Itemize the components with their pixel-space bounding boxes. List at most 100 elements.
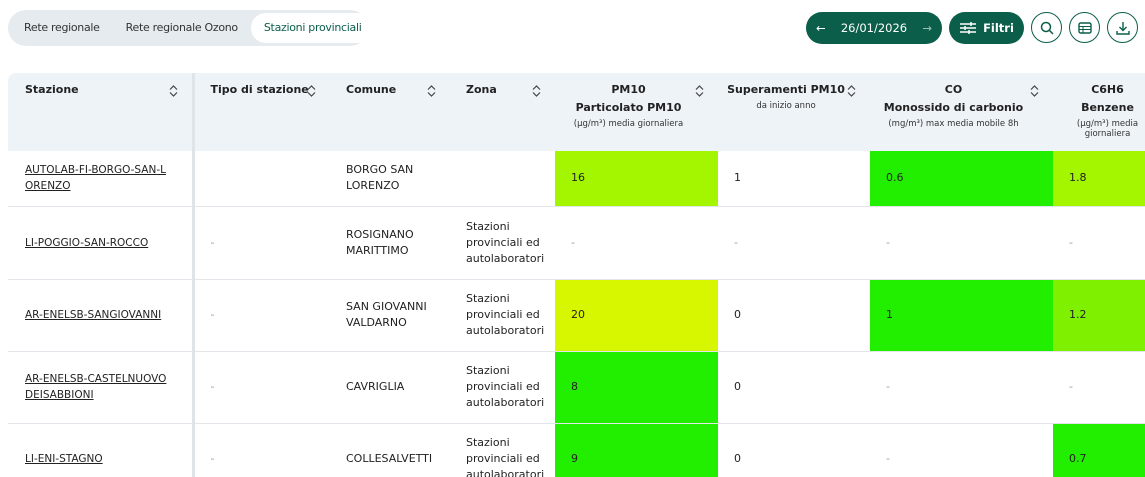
station-link[interactable]: LI-ENI-STAGNO: [25, 453, 103, 465]
filter-icon: [960, 22, 977, 34]
cell-text: Stazioni provinciali ed autolaboratori: [466, 364, 545, 409]
table-cell: 1: [718, 151, 870, 207]
prev-arrow[interactable]: ←: [816, 21, 826, 35]
station-link[interactable]: AUTOLAB-FI-BORGO-SAN-LORENZO: [25, 164, 166, 193]
table-cell: ROSIGNANO MARITTIMO: [330, 206, 450, 280]
cell-text: 8: [571, 380, 578, 393]
cell-text: -: [886, 380, 890, 393]
column-unit: (µg/m³) media giornaliera: [573, 119, 684, 129]
cell-text: 0: [734, 308, 741, 321]
table-cell: SAN GIOVANNI VALDARNO: [330, 279, 450, 352]
column-subtitle: Particolato PM10: [575, 101, 682, 114]
column-header: Tipo di stazione: [193, 73, 330, 151]
table-cell: -: [193, 351, 330, 424]
column-header: CO Monossido di carbonio (mg/m³) max media…: [870, 73, 1053, 151]
table-cell: COLLESALVETTI: [330, 423, 450, 477]
table-row: AUTOLAB-FI-BORGO-SAN-LORENZO BORGO SAN LO…: [8, 151, 1145, 207]
station-link[interactable]: LI-POGGIO-SAN-ROCCO: [25, 236, 149, 249]
tab[interactable]: Rete regionale: [24, 21, 100, 34]
table-cell: -: [870, 351, 1053, 424]
column-header: Stazione: [8, 73, 195, 151]
column-title: PM10: [611, 83, 646, 96]
table-cell: Stazioni provinciali ed autolaboratori: [450, 423, 555, 477]
table-cell: BORGO SAN LORENZO: [330, 151, 450, 207]
column-title: Stazione: [25, 83, 79, 96]
column-unit: da inizio anno: [756, 101, 816, 111]
cell-text: 0.7: [1069, 452, 1087, 465]
cell-text: 1.2: [1069, 308, 1087, 321]
table-cell: -: [1053, 206, 1145, 280]
table-row: AR-ENELSB-SANGIOVANNI - SAN GIOVANNI VALDA…: [8, 279, 1145, 352]
table-cell: 0: [718, 351, 870, 424]
cell-text: 9: [571, 452, 578, 465]
table-cell: 1.8: [1053, 151, 1145, 207]
table-body: AUTOLAB-FI-BORGO-SAN-LORENZO BORGO SAN LO…: [8, 151, 1145, 477]
table-cell: 20: [555, 279, 718, 352]
toolbar: Rete regionale Rete regionale Ozono Stazio…: [0, 0, 1145, 60]
search-button[interactable]: [1031, 12, 1062, 43]
table-cell: -: [718, 206, 870, 280]
cell-text: -: [734, 235, 738, 249]
column-title: Tipo di stazione: [210, 83, 309, 96]
table-row: LI-POGGIO-SAN-ROCCO - ROSIGNANO MARITTIMO S…: [8, 206, 1145, 280]
cell-text: -: [886, 235, 890, 249]
table-cell: 8: [555, 351, 718, 424]
sort-icon[interactable]: [169, 85, 178, 97]
cell-text: 1.8: [1069, 171, 1087, 185]
filter-button[interactable]: Filtri: [949, 12, 1024, 44]
table-cell: -: [193, 279, 330, 352]
sort-icon[interactable]: [847, 85, 856, 97]
table-cell: CAVRIGLIA: [330, 351, 450, 424]
filter-label: Filtri: [983, 21, 1014, 35]
cell-text: 0: [734, 452, 741, 465]
station-link[interactable]: AR-ENELSB-CASTELNUOVODEISABBIONI: [25, 373, 167, 401]
cell-text: Stazioni provinciali ed autolaboratori: [466, 436, 545, 477]
station-link[interactable]: AR-ENELSB-SANGIOVANNI: [25, 309, 162, 321]
download-button[interactable]: [1107, 12, 1138, 43]
cell-text: 16: [571, 171, 585, 185]
table-cell: Stazioni provinciali ed autolaboratori: [450, 206, 555, 280]
cell-text: -: [886, 452, 890, 465]
table-cell: -: [870, 423, 1053, 477]
table-cell: LI-POGGIO-SAN-ROCCO: [8, 206, 195, 280]
tab[interactable]: Stazioni provinciali: [250, 13, 375, 43]
table-cell: [193, 151, 330, 207]
data-table: Stazione Tipo di stazione Comune Zona PM10 Pa…: [8, 73, 1145, 477]
table-cell: Stazioni provinciali ed autolaboratori: [450, 351, 555, 424]
table-cell: 0: [718, 279, 870, 352]
table-cell: AR-ENELSB-CASTELNUOVODEISABBIONI: [8, 351, 195, 424]
date-picker[interactable]: ← 26/01/2026 →: [806, 12, 942, 44]
cell-text: 1: [734, 171, 741, 185]
table-cell: 0.7: [1053, 423, 1145, 477]
cell-text: -: [210, 235, 215, 249]
table-button[interactable]: [1069, 12, 1100, 43]
cell-text: -: [1069, 235, 1073, 249]
cell-text: -: [210, 452, 215, 465]
tab[interactable]: Rete regionale Ozono: [125, 21, 239, 34]
table-cell: 0: [718, 423, 870, 477]
column-title: C6H6: [1091, 83, 1124, 96]
column-subtitle: Benzene: [1081, 101, 1134, 114]
sort-icon[interactable]: [427, 85, 436, 97]
table-cell: -: [870, 206, 1053, 280]
header-row: Stazione Tipo di stazione Comune Zona PM10 Pa…: [8, 73, 1145, 151]
table-cell: AR-ENELSB-SANGIOVANNI: [8, 279, 195, 352]
table-cell: LI-ENI-STAGNO: [8, 423, 195, 477]
table-row: LI-ENI-STAGNO - COLLESALVETTI Stazioni prov…: [8, 423, 1145, 477]
next-arrow[interactable]: →: [922, 21, 932, 35]
cell-text: 0.6: [886, 171, 904, 185]
table-cell: [450, 151, 555, 207]
sort-icon[interactable]: [307, 85, 316, 97]
sort-icon[interactable]: [1030, 85, 1039, 97]
sort-icon[interactable]: [532, 85, 541, 97]
cell-text: 20: [571, 308, 585, 321]
cell-text: -: [571, 235, 575, 249]
column-subtitle: Monossido di carbonio: [883, 101, 1024, 114]
sort-icon[interactable]: [695, 85, 704, 97]
tab-group: Rete regionale Rete regionale Ozono Stazio…: [8, 10, 375, 46]
date-text: 26/01/2026: [840, 21, 908, 35]
cell-text: Stazioni provinciali ed autolaboratori: [466, 219, 545, 265]
table-cell: -: [555, 206, 718, 280]
column-title: Zona: [466, 83, 497, 96]
